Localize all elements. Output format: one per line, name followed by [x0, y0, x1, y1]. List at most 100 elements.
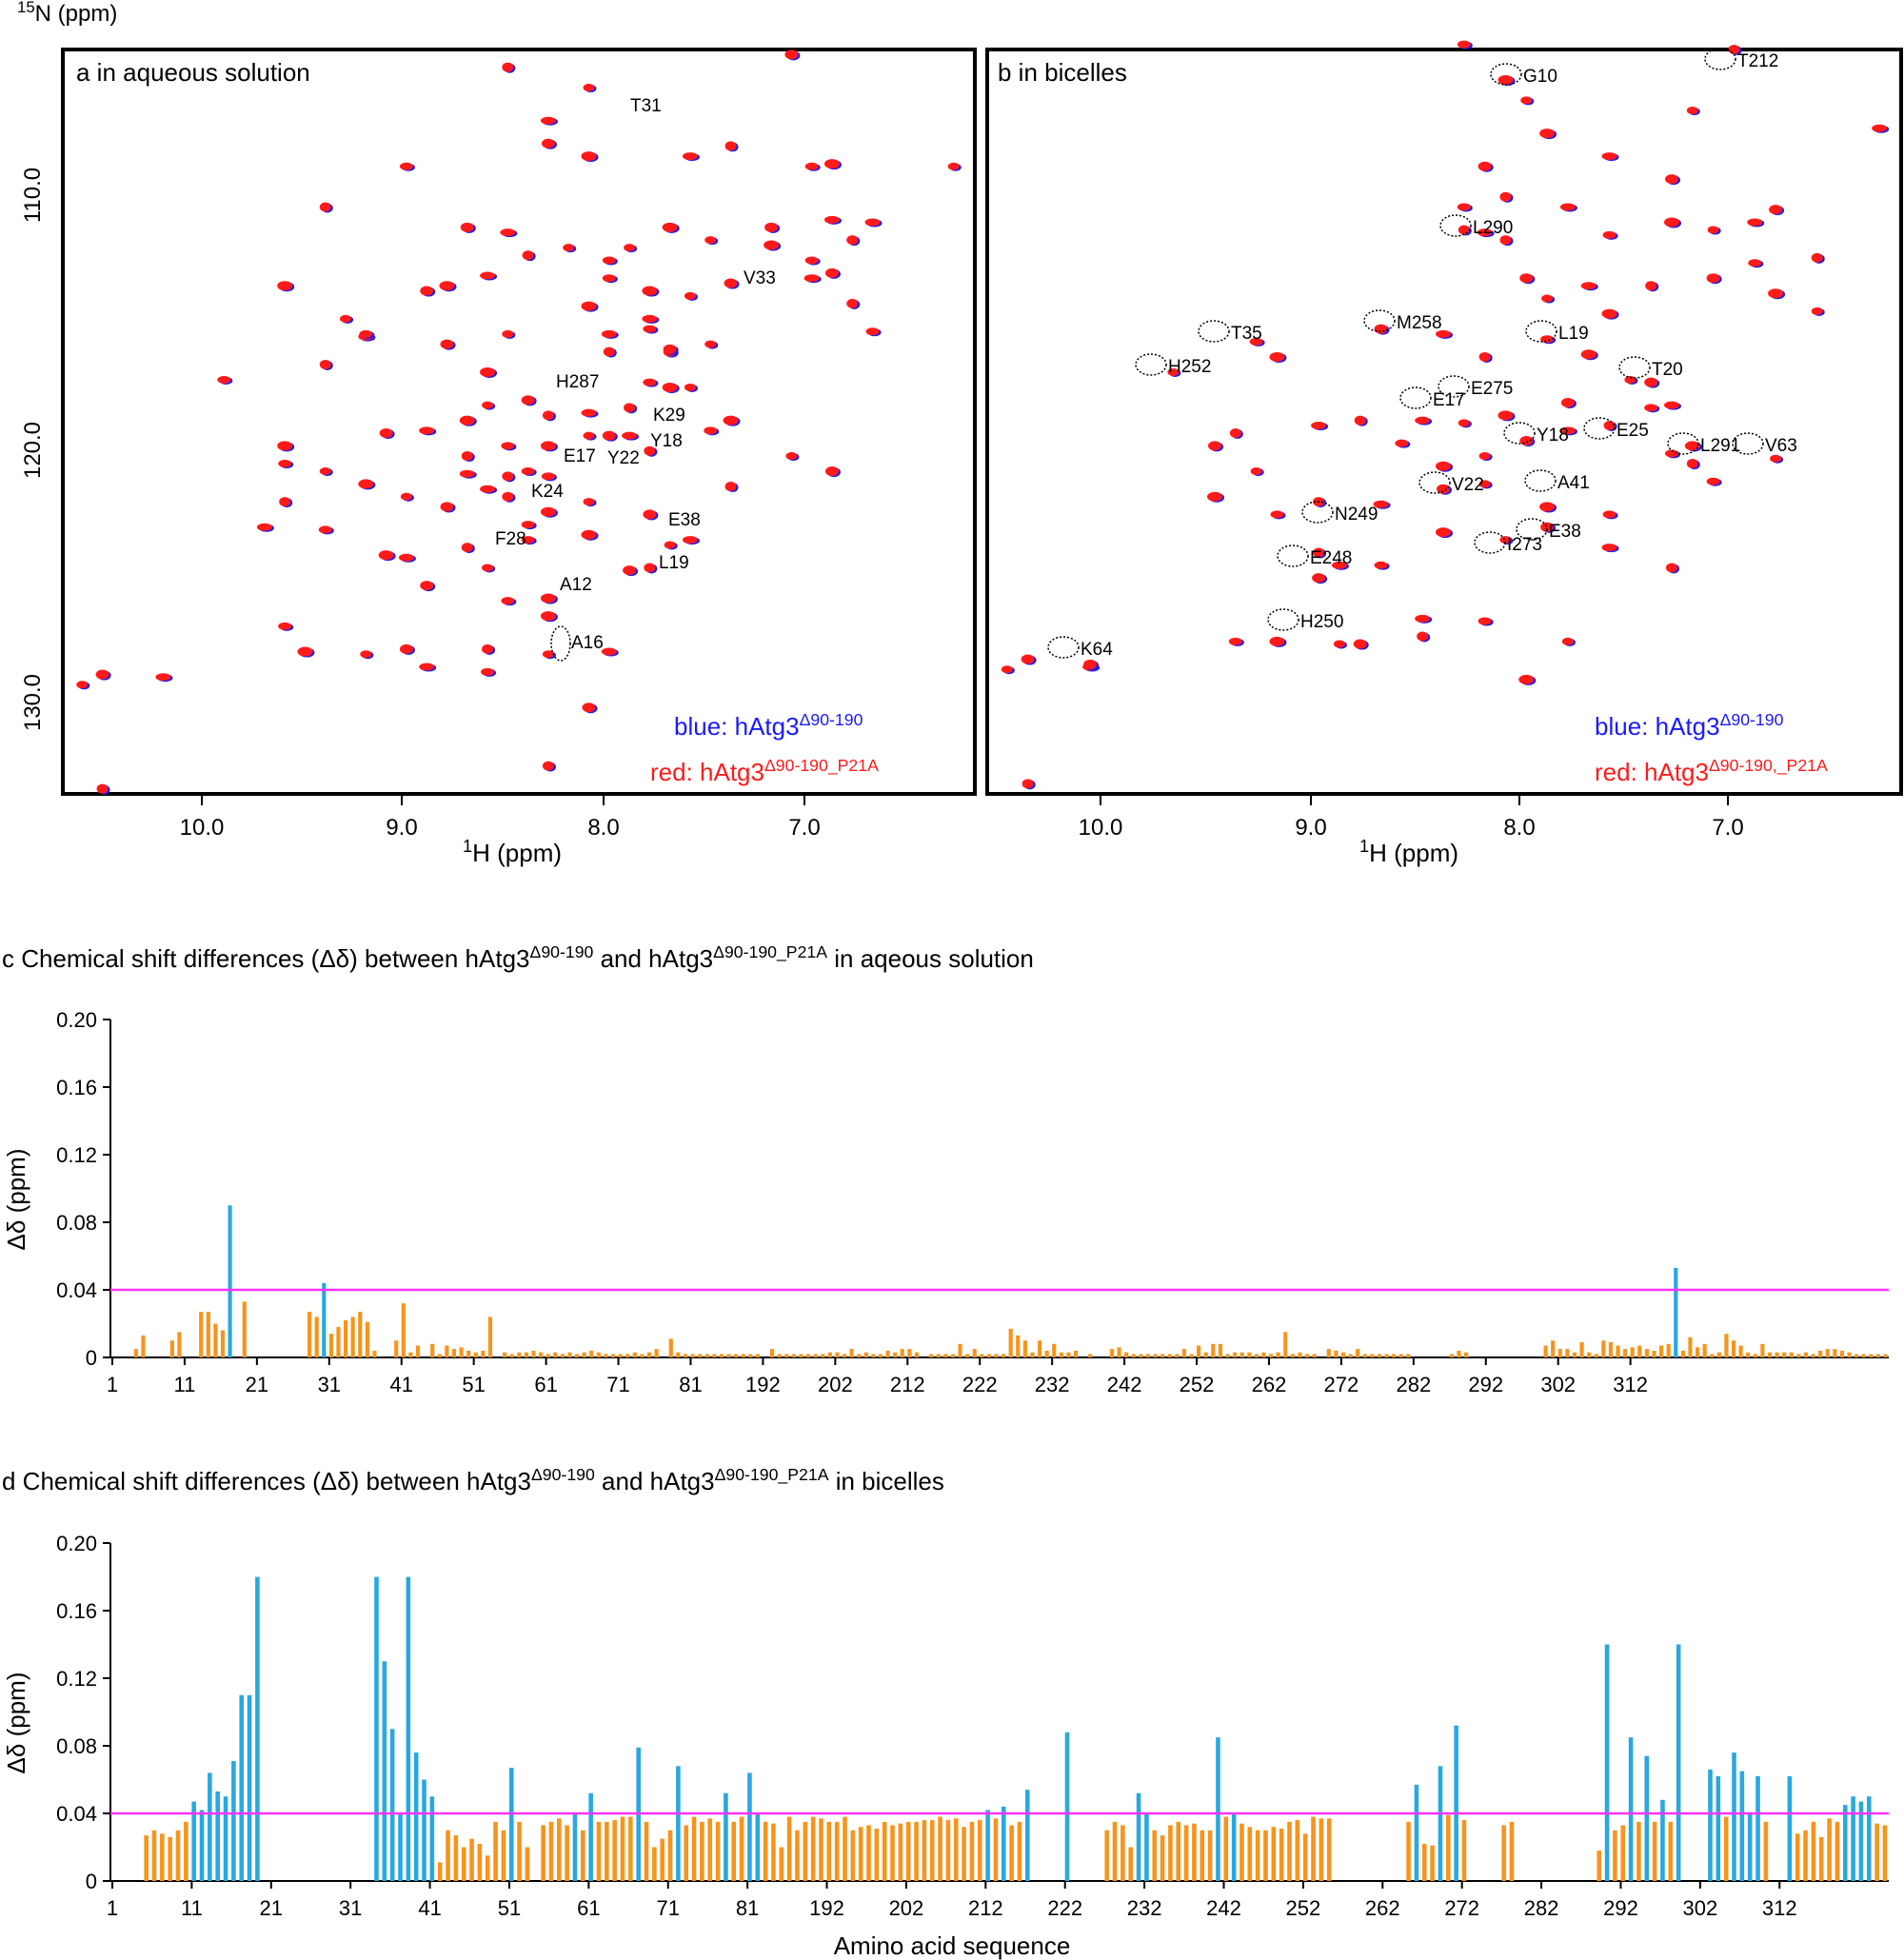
peak-red: [461, 543, 473, 553]
peak-red: [319, 359, 331, 369]
peak-red: [1580, 349, 1597, 360]
peak-red: [1706, 477, 1720, 485]
peak-highlight-ring: [1277, 544, 1309, 567]
peak-red: [601, 329, 617, 338]
bar: [1738, 1345, 1743, 1357]
peak-red: [823, 159, 840, 169]
bar: [1136, 1792, 1141, 1881]
peak-red: [502, 491, 514, 502]
peak-label-E17: E17: [564, 446, 596, 466]
bar: [1789, 1352, 1794, 1357]
peak-red: [581, 408, 597, 417]
bar: [517, 1821, 522, 1881]
peak-red: [1312, 573, 1326, 584]
bar: [715, 1821, 721, 1881]
peak-label-A41: A41: [1557, 473, 1590, 493]
bar: [1279, 1828, 1284, 1881]
peak-red: [1021, 654, 1035, 664]
peak-red: [1541, 294, 1554, 303]
peak-red: [521, 521, 535, 529]
peak-label-E248: E248: [1310, 548, 1352, 568]
bar: [144, 1835, 149, 1881]
bar: [1731, 1340, 1736, 1357]
peak-red: [1664, 217, 1679, 228]
peak-label-T35: T35: [1231, 324, 1262, 344]
bar: [1022, 1340, 1027, 1357]
bar: [430, 1343, 435, 1357]
bar: [1104, 1830, 1109, 1881]
y-tick-label: 0.12: [56, 1143, 97, 1167]
x-tick-label: 312: [1613, 1373, 1648, 1396]
peak-red: [865, 327, 880, 336]
peak-red: [1373, 500, 1389, 508]
bar: [1587, 1352, 1592, 1357]
bar: [509, 1354, 514, 1357]
panel-b-frame: [985, 48, 1903, 796]
bar: [779, 1847, 784, 1881]
bar: [810, 1816, 816, 1881]
peak-red: [602, 274, 616, 283]
bar: [168, 1836, 172, 1881]
peak-red: [602, 430, 616, 441]
bar: [445, 1345, 449, 1357]
bar: [858, 1827, 863, 1881]
peak-label-T31: T31: [630, 96, 662, 116]
peak-highlight-ring: [1525, 320, 1557, 343]
bar: [734, 1354, 739, 1357]
y-tick-label: 0.04: [56, 1278, 97, 1302]
peak-highlight-ring: [1198, 320, 1230, 343]
bar: [1392, 1354, 1397, 1357]
peak-label-F28: F28: [495, 529, 526, 549]
peak-red: [1664, 401, 1679, 409]
bar: [247, 1694, 252, 1881]
bar: [1818, 1350, 1823, 1357]
bar: [213, 1323, 218, 1357]
peak-red: [642, 286, 658, 296]
peak-red: [1436, 329, 1451, 338]
bar: [1261, 1352, 1266, 1357]
x-tick-label: 61: [534, 1373, 557, 1396]
panel-b-tick-label: 10.0: [1079, 815, 1123, 841]
bar: [1767, 1352, 1773, 1357]
peak-red: [419, 426, 435, 435]
bar: [1842, 1805, 1848, 1881]
peak-red: [1665, 174, 1678, 185]
peak-red: [1602, 510, 1616, 519]
peak-label-H287: H287: [556, 372, 599, 392]
bar: [382, 1661, 387, 1881]
bar: [493, 1821, 498, 1881]
bar: [560, 1354, 565, 1357]
peak-red: [824, 267, 839, 278]
bar: [1167, 1354, 1172, 1357]
peak-red: [1374, 561, 1388, 569]
bar: [1223, 1816, 1229, 1881]
peak-red: [581, 529, 597, 540]
bar: [485, 1855, 490, 1881]
peak-red: [76, 681, 89, 689]
peak-red: [277, 281, 293, 291]
peak-red: [583, 431, 595, 440]
bar: [1747, 1813, 1753, 1881]
bar: [813, 1354, 818, 1357]
bar: [1457, 1350, 1461, 1357]
bar: [372, 1350, 377, 1357]
peak-red: [1539, 129, 1556, 139]
peak-red: [1601, 308, 1617, 319]
bar: [1601, 1340, 1606, 1357]
bar: [1211, 1343, 1216, 1357]
bar: [1362, 1354, 1367, 1357]
peak-red: [1540, 335, 1555, 344]
peak-red: [482, 643, 494, 654]
peak-red: [643, 509, 657, 520]
bar: [882, 1821, 887, 1881]
peak-red: [1707, 226, 1719, 234]
peak-highlight-ring: [1438, 375, 1470, 398]
peak-highlight-ring: [1267, 608, 1299, 631]
x-tick-label: 51: [498, 1896, 521, 1920]
peak-red: [482, 564, 494, 572]
peak-red: [502, 62, 514, 72]
bar: [652, 1847, 657, 1881]
bar: [567, 1352, 572, 1357]
bar: [1319, 1818, 1324, 1881]
